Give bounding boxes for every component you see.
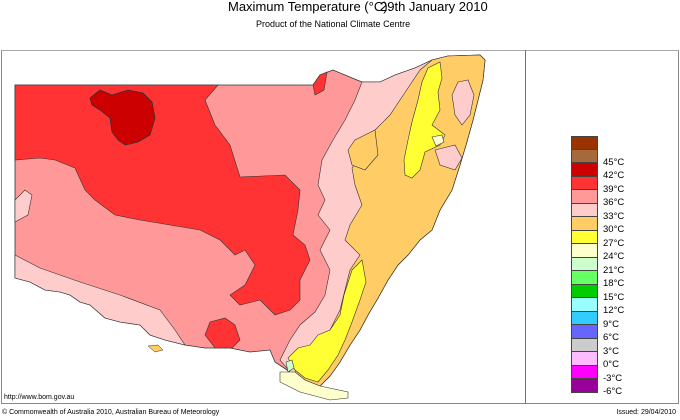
legend-divider bbox=[525, 50, 526, 404]
legend-row: -3°C bbox=[571, 365, 631, 384]
chart-header: Maximum Temperature (°C) 29th January 20… bbox=[0, 0, 680, 16]
legend-label: -3°C bbox=[603, 372, 623, 384]
legend-swatch bbox=[571, 379, 598, 393]
zone-30-33-southwest bbox=[14, 254, 186, 346]
legend-swatch bbox=[571, 217, 598, 231]
zone-18-21-alpine bbox=[285, 359, 295, 373]
zone-36-39-northeast bbox=[312, 71, 328, 96]
legend-swatch bbox=[571, 163, 598, 177]
legend-label: 18°C bbox=[603, 278, 625, 289]
zone-27-30-inland bbox=[347, 129, 379, 171]
legend-swatch bbox=[571, 203, 598, 217]
legend-label: 9°C bbox=[603, 318, 619, 330]
zone-above-39 bbox=[89, 89, 156, 146]
legend-row: 18°C bbox=[571, 271, 631, 289]
map-subtitle: Product of the National Climate Centre bbox=[256, 19, 411, 29]
legend-row: 39°C bbox=[571, 176, 631, 195]
legend-swatch bbox=[571, 244, 598, 258]
legend-label: 36°C bbox=[603, 197, 625, 208]
zone-30-33-west-blob bbox=[14, 189, 33, 223]
legend-swatch bbox=[571, 136, 598, 150]
zone-24-27-south bbox=[287, 259, 367, 383]
legend-swatch bbox=[571, 149, 598, 163]
map-date: 29th January 2010 bbox=[380, 0, 488, 14]
legend-label: 0°C bbox=[603, 359, 619, 370]
legend-swatch bbox=[571, 257, 598, 271]
zone-24-27-north bbox=[403, 61, 446, 179]
legend-row: 42°C bbox=[571, 163, 631, 181]
legend-row: 0°C bbox=[571, 352, 631, 370]
legend-row: 24°C bbox=[571, 244, 631, 262]
legend-swatch bbox=[571, 352, 598, 366]
legend-label: 21°C bbox=[603, 264, 625, 276]
legend-swatch bbox=[571, 298, 598, 312]
legend-label: 15°C bbox=[603, 291, 625, 303]
zone-21-24-south-tip bbox=[279, 371, 349, 401]
legend-row: 45°C bbox=[571, 149, 631, 168]
legend-label: 45°C bbox=[603, 156, 625, 168]
legend-row: 27°C bbox=[571, 230, 631, 249]
legend-row: 15°C bbox=[571, 284, 631, 303]
legend-swatch bbox=[571, 284, 598, 298]
legend-row: 30°C bbox=[571, 217, 631, 235]
legend-row: 36°C bbox=[571, 190, 631, 208]
legend-row: 9°C bbox=[571, 311, 631, 330]
legend-label: 30°C bbox=[603, 224, 625, 235]
legend-row: 33°C bbox=[571, 203, 631, 222]
legend-row: -6°C bbox=[571, 379, 631, 397]
legend-swatch bbox=[571, 190, 598, 204]
zone-27-30-speck bbox=[147, 344, 164, 353]
zone-30-33-coast-pocket bbox=[451, 79, 475, 126]
legend-label: 12°C bbox=[603, 305, 625, 316]
copyright-notice: © Commonwealth of Australia 2010, Austra… bbox=[2, 409, 220, 416]
legend-row bbox=[571, 136, 631, 150]
source-url[interactable]: http://www.bom.gov.au bbox=[4, 394, 75, 401]
legend-row: 12°C bbox=[571, 298, 631, 316]
temperature-legend: 45°C 42°C 39°C 36°C 33°C 30°C 27°C 24°C … bbox=[571, 136, 631, 397]
legend-label: 3°C bbox=[603, 345, 619, 357]
zone-36-39-south-blob bbox=[204, 317, 241, 349]
legend-label: 42°C bbox=[603, 170, 625, 181]
zone-21-24-north-pocket bbox=[431, 134, 445, 147]
legend-swatch bbox=[571, 311, 598, 325]
zone-30-33-coast-pocket-2 bbox=[434, 144, 463, 171]
legend-label: 33°C bbox=[603, 210, 625, 222]
map-title: Maximum Temperature (°C) bbox=[228, 0, 388, 14]
legend-label: 24°C bbox=[603, 251, 625, 262]
legend-label: -6°C bbox=[603, 386, 623, 397]
temperature-map bbox=[14, 54, 486, 401]
legend-swatch bbox=[571, 230, 598, 244]
legend-label: 27°C bbox=[603, 237, 625, 249]
legend-swatch bbox=[571, 325, 598, 339]
legend-row: 6°C bbox=[571, 325, 631, 343]
legend-label: 39°C bbox=[603, 183, 625, 195]
legend-swatch bbox=[571, 365, 598, 379]
zone-36-39 bbox=[14, 84, 311, 316]
legend-label: 6°C bbox=[603, 332, 619, 343]
issued-date: Issued: 29/04/2010 bbox=[616, 409, 676, 416]
legend-row: 3°C bbox=[571, 338, 631, 357]
map-frame bbox=[1, 50, 679, 404]
legend-swatch bbox=[571, 271, 598, 285]
legend-swatch bbox=[571, 338, 598, 352]
legend-row: 21°C bbox=[571, 257, 631, 276]
legend-swatch bbox=[571, 176, 598, 190]
